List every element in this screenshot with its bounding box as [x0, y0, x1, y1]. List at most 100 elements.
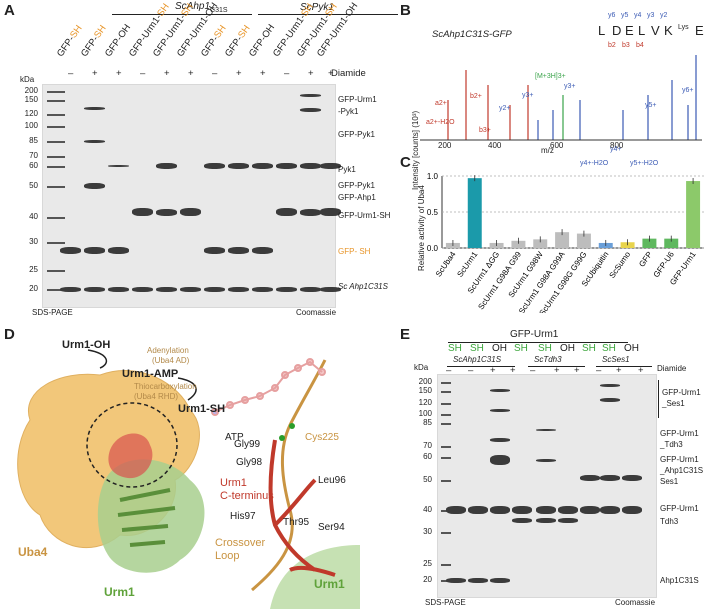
urm1-strands [117, 488, 176, 547]
panel-a-gel-band [276, 163, 297, 169]
urm1-zoom-surface [270, 545, 360, 609]
panel-e-gel-band [446, 577, 466, 583]
panel-e-marker-label: 50 [423, 475, 432, 484]
panel-e-marker-label: 100 [418, 409, 432, 418]
panel-a-gel-band [132, 208, 153, 216]
panel-b-peak-label: y4+ [610, 146, 622, 153]
panel-a-marker-label: 100 [24, 121, 38, 130]
panel-a-gel-band [108, 246, 129, 254]
panel-e-marker-label: 150 [418, 386, 432, 395]
panel-e-gel-band [490, 408, 510, 412]
panel-a-marker-label: 25 [29, 265, 38, 274]
panel-b-residue: L [598, 23, 606, 38]
label-gfp-pyk1: GFP-Pyk1 [338, 181, 375, 190]
panel-a-marker-band [47, 289, 65, 291]
label-gfp-sh: GFP- SH [338, 247, 371, 256]
uba4-ad-text: (Uba4 AD) [152, 356, 190, 365]
panel-a-marker-band [47, 100, 65, 102]
e-label-ses1: Ses1 [660, 477, 679, 486]
panel-a-diamide-sign: – [68, 68, 74, 79]
panel-a-marker-band [47, 217, 65, 219]
panel-a-letter: A [4, 2, 15, 19]
panel-e-lane-header: OH [560, 343, 575, 354]
panel-e-marker-band [441, 564, 451, 566]
e-label-ahp1-suffix: _Ahp1C31S [660, 466, 704, 475]
panel-a-marker-band [47, 186, 65, 188]
panel-a-gel-band [84, 139, 105, 143]
panel-a-gel-band [228, 286, 249, 292]
panel-b-peak-label: [M+3H]3+ [535, 73, 566, 80]
uba4-rhd-text: (Uba4 RHD) [134, 392, 179, 401]
e-label-gfp-urm1-ahp1: GFP-Urm1 [660, 455, 699, 464]
panel-a-marker-label: 60 [29, 161, 38, 170]
panel-a-gel-band [180, 208, 201, 216]
label-gfp-pyk1-top: GFP-Pyk1 [338, 130, 375, 139]
panel-b-xlabel: m/z [541, 146, 554, 155]
panel-e-gel-band [512, 506, 532, 514]
panel-e-marker-label: 60 [423, 452, 432, 461]
label-gfp-ahp1: GFP-Ahp1 [338, 193, 376, 202]
panel-a-gel-band [320, 208, 341, 216]
panel-a-gel-band [204, 246, 225, 254]
panel-e-gel-band [558, 506, 578, 514]
panel-e-marker-label: 70 [423, 441, 432, 450]
panel-e-gel [437, 374, 657, 598]
label-ahp1: Sc Ahp1C31S [338, 282, 388, 291]
panel-a-marker-label: 150 [24, 95, 38, 104]
panel-e-gel-band [446, 506, 466, 514]
panel-e-gel-band [468, 506, 488, 514]
urm1-zoom-label: Urm1 [314, 577, 345, 591]
panel-c-bar [533, 239, 548, 248]
gly99-label: Gly99 [234, 439, 261, 450]
panel-e-marker-band [441, 532, 451, 534]
panel-a-gel-band [204, 163, 225, 169]
panel-e-gel-band [490, 438, 510, 442]
panel-c-ytick: 1.0 [427, 172, 439, 181]
e-label-tdh3: Tdh3 [660, 517, 679, 526]
panel-e-kda: kDa [414, 363, 429, 372]
panel-e-marker-label: 30 [423, 527, 432, 536]
panel-e-lane-header: SH [470, 343, 484, 354]
panel-c-category-label: ScSumo [608, 250, 633, 280]
cterm-label-2: C-terminus [220, 490, 274, 502]
panel-e-marker-band [441, 391, 451, 393]
panel-e-gel-band [536, 517, 556, 523]
panel-a-marker-band [47, 114, 65, 116]
panel-e-marker-label: 25 [423, 559, 432, 568]
panel-a-gel-band [228, 163, 249, 169]
panel-c-category-label: GFP [637, 250, 654, 269]
panel-c-category-label: ScUba4 [434, 250, 458, 279]
panel-b-peak-label: y5+ [645, 102, 657, 109]
urm1-cterm-red [108, 433, 153, 479]
panel-a-marker-band [47, 166, 65, 168]
panel-a-marker-band [47, 270, 65, 272]
panel-c-bar [686, 181, 701, 248]
panel-e-title: GFP-Urm1 [510, 329, 559, 340]
label-gfp-urm1-pyk1: GFP-Urm1 [338, 95, 377, 104]
panel-e-gel-band [490, 388, 510, 392]
panel-a-diamide-sign: + [188, 68, 194, 79]
panel-a-diamide-sign: – [212, 68, 218, 79]
panel-b-y-ion: y5 [621, 12, 629, 19]
panel-b-residue: E [625, 23, 634, 38]
panel-a-marker-band [47, 91, 65, 93]
panel-b-b-ion: b4 [636, 42, 644, 49]
panel-e-marker-band [441, 414, 451, 416]
panel-e-diamide-sign: + [490, 365, 496, 376]
cys225-label: Cys225 [305, 432, 339, 443]
cys225-atom [289, 423, 295, 429]
panel-e-diamide-sign: – [530, 365, 536, 376]
panel-c-ytick: 0.5 [427, 208, 439, 217]
panel-e-group-line [528, 366, 585, 367]
panel-a-diamide-sign: + [308, 68, 314, 79]
panel-e-marker-band [441, 403, 451, 405]
panel-e-gel-band [558, 517, 578, 523]
panel-e-marker-label: 20 [423, 575, 432, 584]
panel-a-marker-label: 200 [24, 86, 38, 95]
panel-a-group2: ScPyk1 [300, 2, 334, 13]
panel-a-marker-label: 85 [29, 136, 38, 145]
panel-a-gel-band [180, 286, 201, 292]
panel-c-bar [511, 240, 526, 248]
panel-e-lane-header: SH [602, 343, 616, 354]
panel-b-xtick: 400 [488, 141, 502, 150]
